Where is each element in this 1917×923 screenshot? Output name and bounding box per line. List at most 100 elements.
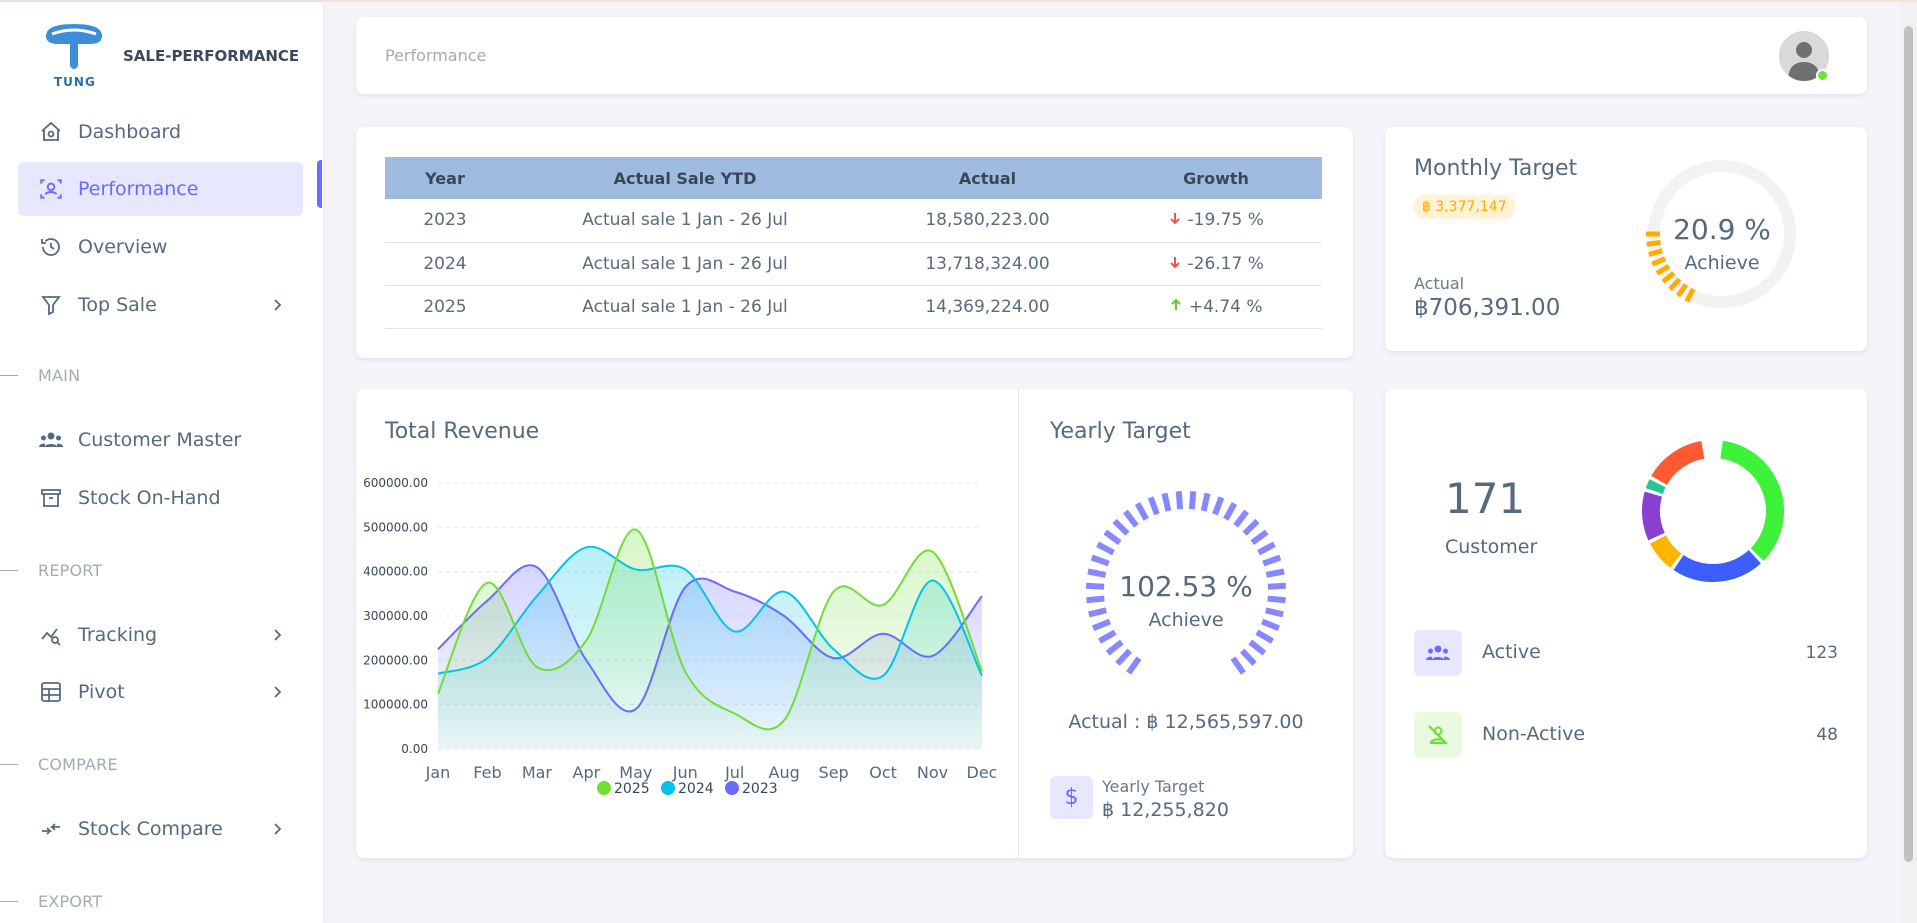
cell-actual: 18,580,223.00 xyxy=(865,199,1110,243)
sidebar-item-label: Overview xyxy=(78,236,168,258)
x-tick-label: Jun xyxy=(672,763,698,782)
gauge-tick xyxy=(1134,502,1149,521)
gauge-tick xyxy=(1267,582,1287,590)
section-header-compare: COMPARE xyxy=(0,753,118,775)
gauge-tick xyxy=(1096,541,1115,556)
archive-icon xyxy=(38,485,64,511)
gauge-tick xyxy=(1661,271,1676,284)
table-row: 2025 Actual sale 1 Jan - 26 Jul 14,369,2… xyxy=(385,285,1322,329)
gauge-tick xyxy=(1161,492,1172,512)
monthly-target-gauge: 20.9 % Achieve xyxy=(1646,160,1796,308)
sidebar-item-overview[interactable]: Overview xyxy=(18,220,303,274)
table-row: 2023 Actual sale 1 Jan - 26 Jul 18,580,2… xyxy=(385,199,1322,243)
y-tick-label: 500000.00 xyxy=(363,520,428,534)
top-border xyxy=(0,0,1917,2)
series-area xyxy=(438,529,982,749)
cell-year: 2024 xyxy=(385,242,505,286)
monthly-target-title: Monthly Target xyxy=(1414,156,1578,181)
customer-count: 171 xyxy=(1445,474,1526,523)
gauge-tick xyxy=(1265,607,1284,618)
gauge-tick xyxy=(1230,656,1246,675)
cell-period: Actual sale 1 Jan - 26 Jul xyxy=(505,285,865,329)
gauge-tick xyxy=(1223,502,1238,521)
section-header-report: REPORT xyxy=(0,559,102,581)
yearly-target-value: ฿ 12,255,820 xyxy=(1102,799,1229,821)
legend-label: 2024 xyxy=(678,781,714,797)
legend-marker xyxy=(661,781,675,795)
x-tick-label: Jul xyxy=(724,763,744,782)
gauge-tick xyxy=(1648,248,1663,257)
x-tick-label: Sep xyxy=(819,763,849,782)
section-header-export: EXPORT xyxy=(0,890,102,912)
sidebar-item-label: Customer Master xyxy=(78,429,242,451)
table-row: 2024 Actual sale 1 Jan - 26 Jul 13,718,3… xyxy=(385,242,1322,286)
section-header-main: MAIN xyxy=(0,364,80,386)
cell-period: Actual sale 1 Jan - 26 Jul xyxy=(505,199,865,243)
filter-icon xyxy=(38,292,64,318)
brand[interactable]: TUNG SALE-PERFORMANCE xyxy=(44,22,304,92)
sidebar-item-stock-compare[interactable]: Stock Compare xyxy=(18,802,303,856)
sidebar-item-top-sale[interactable]: Top Sale xyxy=(18,278,303,332)
gauge-tick xyxy=(1248,639,1267,656)
monthly-actual-value: ฿706,391.00 xyxy=(1414,295,1561,321)
column-header-actual-sale-ytd[interactable]: Actual Sale YTD xyxy=(505,157,865,199)
gauge-tick xyxy=(1175,491,1184,510)
legend-marker xyxy=(597,781,611,795)
series-line xyxy=(437,528,983,731)
y-tick-label: 400000.00 xyxy=(363,565,428,579)
x-tick-label: May xyxy=(619,763,652,782)
cell-growth: +4.74 % xyxy=(1110,285,1322,329)
sidebar-item-label: Tracking xyxy=(78,624,158,646)
active-label: Active xyxy=(1482,641,1541,663)
gauge-tick xyxy=(1123,509,1139,528)
gauge-tick xyxy=(1262,554,1282,567)
gauge-tick xyxy=(1188,491,1197,510)
sidebar-item-label: Stock Compare xyxy=(78,818,223,840)
chart-search-icon xyxy=(38,622,64,648)
yearly-actual: Actual : ฿ 12,565,597.00 xyxy=(1068,711,1304,733)
table-icon xyxy=(38,679,64,705)
yearly-target-title: Yearly Target xyxy=(1050,419,1191,444)
x-tick-label: Jan xyxy=(425,763,451,782)
gauge-tick xyxy=(1126,656,1142,675)
gauge-tick xyxy=(1255,629,1274,644)
total-revenue-title: Total Revenue xyxy=(385,419,540,444)
gauge-tick xyxy=(1086,595,1105,604)
donut-segment xyxy=(1645,479,1666,495)
series-line xyxy=(437,564,983,713)
non-active-label: Non-Active xyxy=(1482,723,1586,745)
gauge-tick xyxy=(1103,529,1122,546)
sidebar-item-tracking[interactable]: Tracking xyxy=(18,608,303,662)
sidebar-item-label: Pivot xyxy=(78,681,125,703)
gauge-tick xyxy=(1212,496,1225,516)
active-indicator xyxy=(317,160,322,208)
logo-text: TUNG xyxy=(54,75,96,89)
x-tick-label: Dec xyxy=(967,763,996,782)
column-header-actual[interactable]: Actual xyxy=(865,157,1110,199)
sidebar-item-label: Stock On-Hand xyxy=(78,487,221,509)
sidebar-item-pivot[interactable]: Pivot xyxy=(18,665,303,719)
series-line xyxy=(437,545,983,680)
x-tick-label: Aug xyxy=(769,763,800,782)
sidebar-item-customer-master[interactable]: Customer Master xyxy=(18,413,303,467)
sidebar-item-dashboard[interactable]: Dashboard xyxy=(18,105,303,159)
gauge-tick xyxy=(1257,541,1276,556)
sidebar-item-performance[interactable]: Performance xyxy=(18,162,303,216)
logo-icon xyxy=(46,24,102,69)
online-status-dot xyxy=(1816,69,1829,82)
y-tick-label: 0.00 xyxy=(401,742,428,756)
gauge-tick xyxy=(1267,595,1286,604)
scrollbar-thumb[interactable] xyxy=(1904,26,1913,862)
column-header-year[interactable]: Year xyxy=(385,157,505,199)
gauge-tick xyxy=(1087,568,1107,578)
page-scrollbar[interactable] xyxy=(1900,2,1917,923)
gauge-tick xyxy=(1651,256,1667,267)
column-header-growth[interactable]: Growth xyxy=(1110,157,1322,199)
yearly-target-gauge: 102.53 % Achieve xyxy=(1085,491,1287,675)
x-tick-label: Apr xyxy=(573,763,601,782)
gauge-tick xyxy=(1112,518,1130,536)
cell-period: Actual sale 1 Jan - 26 Jul xyxy=(505,242,865,286)
sidebar-item-stock-on-hand[interactable]: Stock On-Hand xyxy=(18,471,303,525)
x-tick-label: Feb xyxy=(473,763,501,782)
legend-label: 2025 xyxy=(614,781,650,797)
